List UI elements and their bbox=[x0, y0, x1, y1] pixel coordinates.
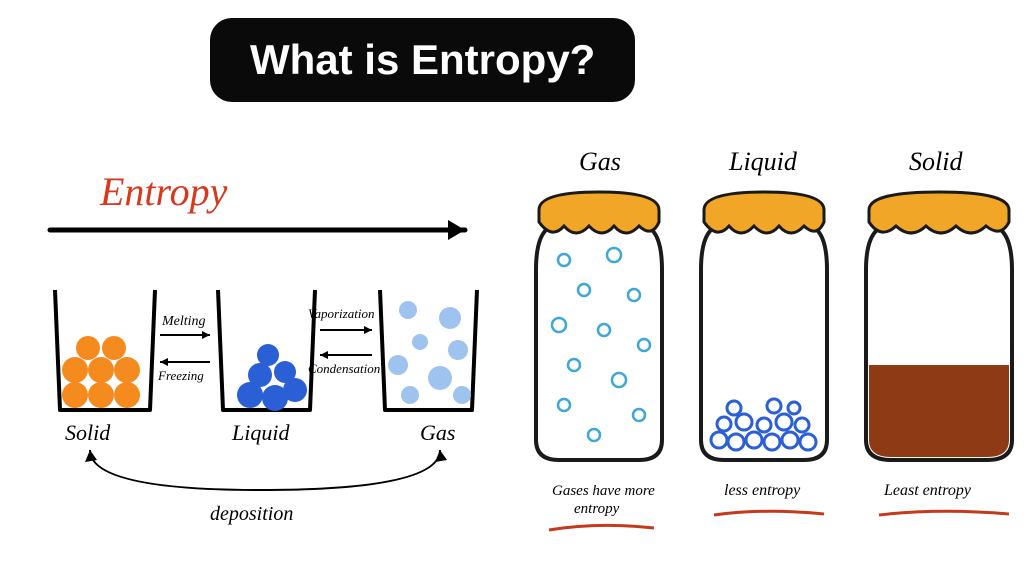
jar-solid bbox=[866, 192, 1012, 460]
beaker-liquid bbox=[218, 290, 315, 411]
entropy-arrow bbox=[50, 220, 465, 240]
deposition-arrow bbox=[85, 450, 447, 490]
freezing-label: Freezing bbox=[157, 368, 204, 383]
jar-gas-caption: Gases have more entropy bbox=[552, 483, 659, 517]
jar-gas-underline bbox=[549, 525, 654, 530]
beaker-solid-label: Solid bbox=[65, 420, 111, 445]
jars-panel: Gas Liquid Solid Gases have more entropy bbox=[524, 140, 1024, 580]
jar-liquid bbox=[701, 192, 827, 460]
melting-arrow bbox=[160, 331, 210, 339]
jar-solid-caption: Least entropy bbox=[883, 482, 972, 499]
phase-diagram: Entropy Solid Liquid bbox=[10, 150, 530, 570]
beaker-solid bbox=[55, 290, 155, 410]
melting-label: Melting bbox=[161, 314, 206, 329]
jar-solid-title: Solid bbox=[909, 147, 963, 176]
jar-liquid-title: Liquid bbox=[728, 147, 798, 176]
jar-gas bbox=[536, 192, 662, 460]
condensation-label: Condensation bbox=[308, 361, 380, 376]
entropy-label: Entropy bbox=[99, 169, 228, 214]
page-title: What is Entropy? bbox=[210, 18, 635, 102]
jar-liquid-underline bbox=[714, 511, 824, 515]
vaporization-arrow bbox=[320, 326, 372, 334]
beaker-liquid-label: Liquid bbox=[231, 420, 290, 445]
condensation-arrow bbox=[320, 351, 372, 359]
jar-solid-underline bbox=[879, 511, 1009, 515]
vaporization-label: Vaporization bbox=[308, 306, 374, 321]
jar-gas-title: Gas bbox=[579, 147, 621, 176]
deposition-label: deposition bbox=[210, 503, 293, 525]
beaker-gas-label: Gas bbox=[420, 420, 455, 445]
beaker-gas bbox=[380, 290, 477, 410]
jar-liquid-caption: less entropy bbox=[724, 482, 801, 499]
freezing-arrow bbox=[160, 358, 210, 366]
